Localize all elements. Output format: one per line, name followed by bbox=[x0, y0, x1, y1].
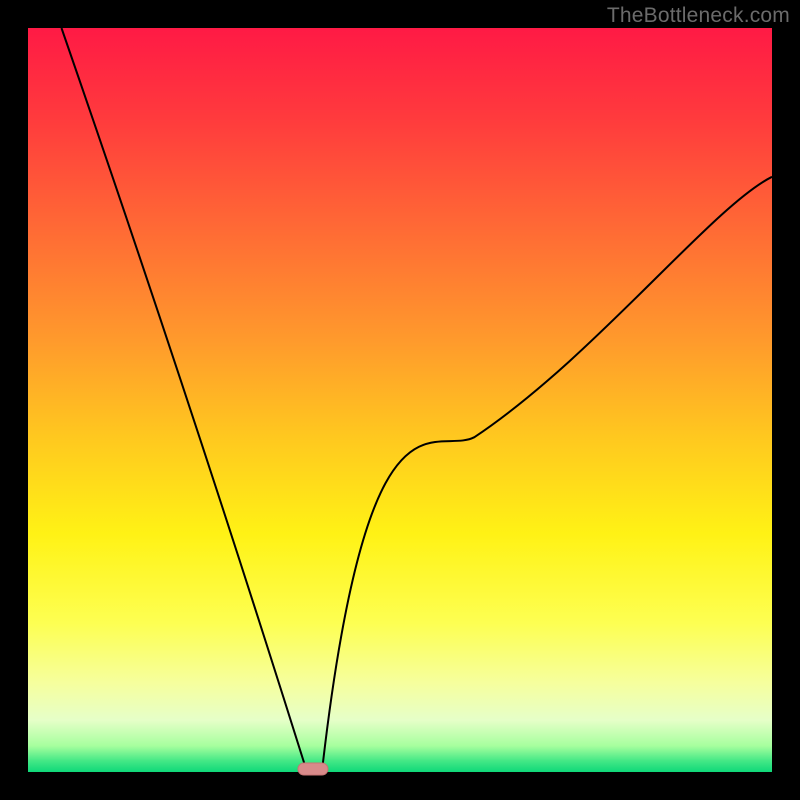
bottleneck-chart bbox=[0, 0, 800, 800]
minimum-marker bbox=[298, 763, 328, 775]
plot-area bbox=[28, 28, 772, 772]
chart-container: TheBottleneck.com bbox=[0, 0, 800, 800]
watermark-text: TheBottleneck.com bbox=[607, 4, 790, 28]
